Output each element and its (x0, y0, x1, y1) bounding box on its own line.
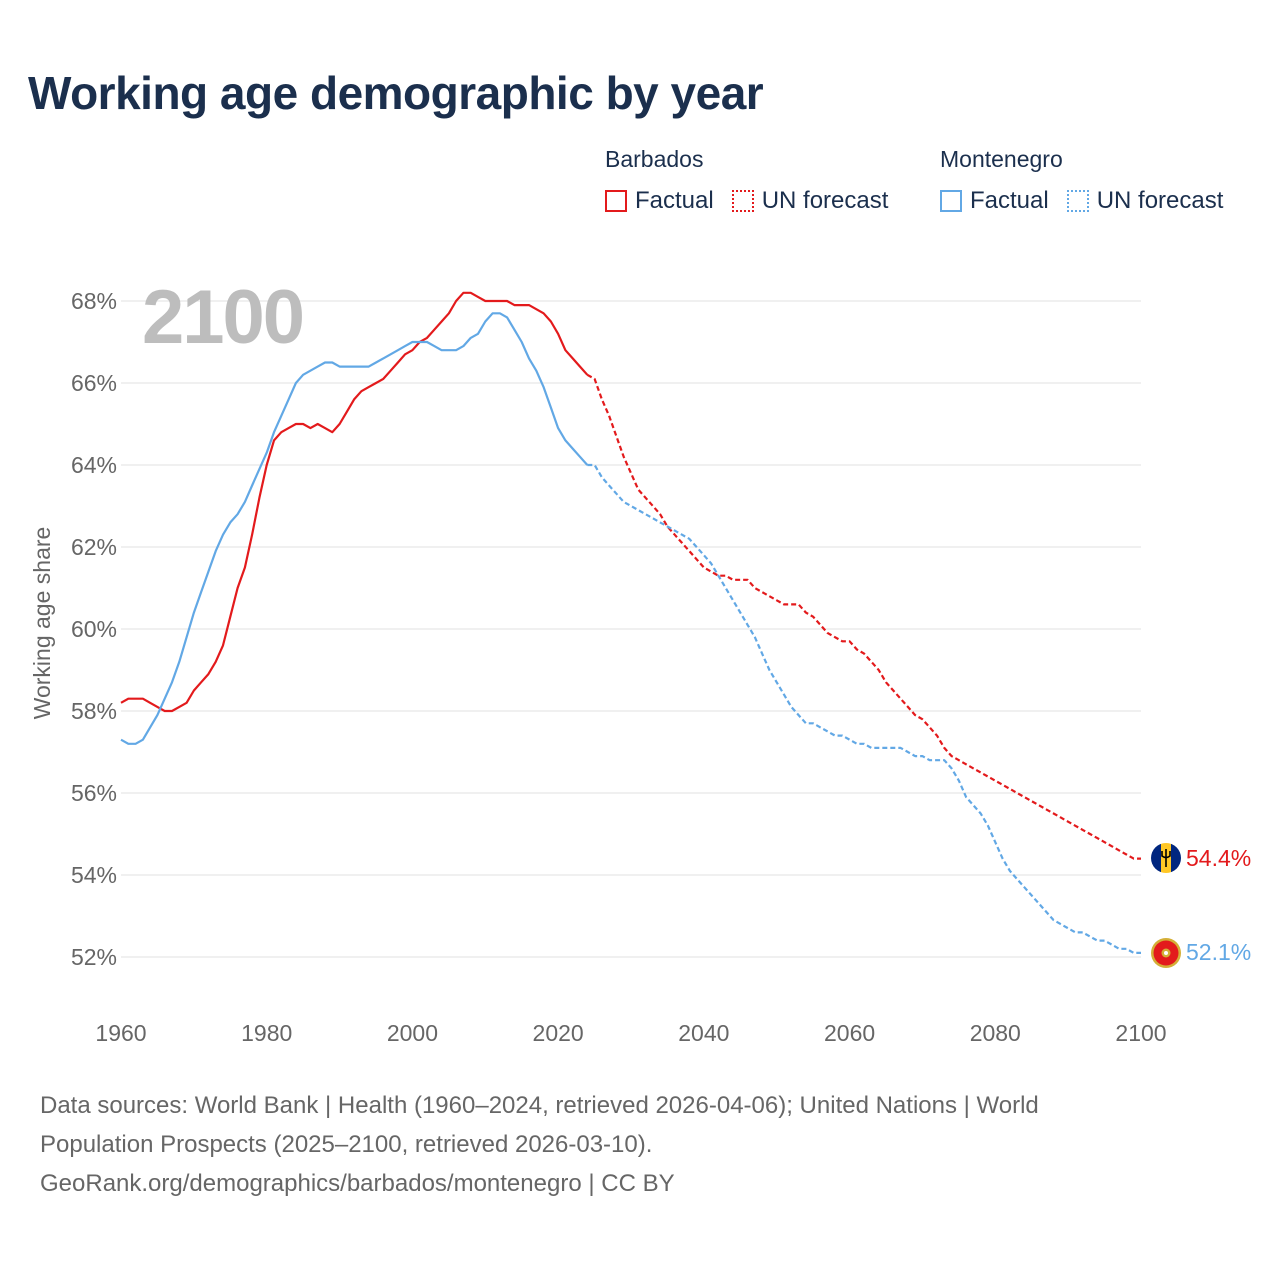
barbados-flag-icon (1151, 843, 1181, 873)
y-tick-label: 62% (71, 534, 117, 560)
x-tick-label: 1960 (95, 1020, 146, 1046)
legend-group-montenegro: Montenegro Factual UN forecast (940, 146, 1241, 215)
montenegro-forecast-line (587, 463, 1141, 954)
legend-group-name: Barbados (605, 146, 704, 172)
attribution-link[interactable]: GeoRank.org/demographics/barbados/monten… (40, 1170, 675, 1197)
legend-swatch-dotted (731, 190, 754, 212)
x-tick-label: 2020 (533, 1020, 584, 1046)
legend-label: UN forecast (1096, 187, 1224, 214)
y-tick-label: 54% (71, 862, 117, 888)
legend-item-montenegro-forecast[interactable]: UN forecast (1066, 187, 1224, 215)
legend-swatch-solid (605, 190, 627, 212)
x-tick-label: 2040 (678, 1020, 729, 1046)
legend-swatch-dotted (1066, 190, 1089, 212)
barbados-end-label: 54.4% (1186, 845, 1251, 871)
y-tick-label: 68% (71, 288, 117, 314)
series-lines (120, 291, 1141, 954)
legend-label: Factual (970, 187, 1049, 214)
y-tick-label: 64% (71, 452, 117, 478)
legend-label: UN forecast (761, 187, 889, 214)
chart-title: Working age demographic by year (28, 67, 764, 119)
y-axis: 52% 54% 56% 58% 60% 62% 64% 66% 68% (71, 288, 117, 970)
legend-item-montenegro-factual[interactable]: Factual (940, 187, 1049, 215)
legend-label: Factual (635, 187, 714, 214)
year-watermark: 2100 (142, 275, 303, 360)
x-tick-label: 2060 (824, 1020, 875, 1046)
legend-swatch-solid (940, 190, 962, 212)
source-line: Population Prospects (2025–2100, retriev… (40, 1131, 653, 1158)
montenegro-flag-icon (1151, 938, 1181, 968)
y-tick-label: 60% (71, 616, 117, 642)
x-tick-label: 2100 (1115, 1020, 1166, 1046)
barbados-forecast-line (586, 373, 1141, 860)
y-tick-label: 52% (71, 944, 117, 970)
x-tick-label: 2000 (387, 1020, 438, 1046)
x-tick-label: 2080 (970, 1020, 1021, 1046)
y-tick-label: 56% (71, 780, 117, 806)
legend-item-barbados-factual[interactable]: Factual (605, 187, 714, 215)
line-chart: 2100 52% 54% 56% 58% 60% 62% 64% 66% 68% 1960 198… (29, 275, 1251, 1046)
legend-item-barbados-forecast[interactable]: UN forecast (731, 187, 889, 215)
legend-group-name: Montenegro (940, 146, 1063, 172)
source-line: Data sources: World Bank | Health (1960–… (40, 1092, 1039, 1119)
y-tick-label: 66% (71, 370, 117, 396)
y-tick-label: 58% (71, 698, 117, 724)
x-tick-label: 1980 (241, 1020, 292, 1046)
footer: Data sources: World Bank | Health (1960–… (40, 1086, 1240, 1203)
barbados-factual-line (120, 291, 589, 713)
montenegro-factual-line (120, 312, 589, 745)
y-axis-title: Working age share (29, 527, 55, 720)
x-axis: 1960 1980 2000 2020 2040 2060 2080 2100 (95, 1020, 1166, 1046)
grid (121, 300, 1141, 958)
montenegro-end-label: 52.1% (1186, 939, 1251, 965)
legend-group-barbados: Barbados Factual UN forecast (605, 146, 906, 215)
